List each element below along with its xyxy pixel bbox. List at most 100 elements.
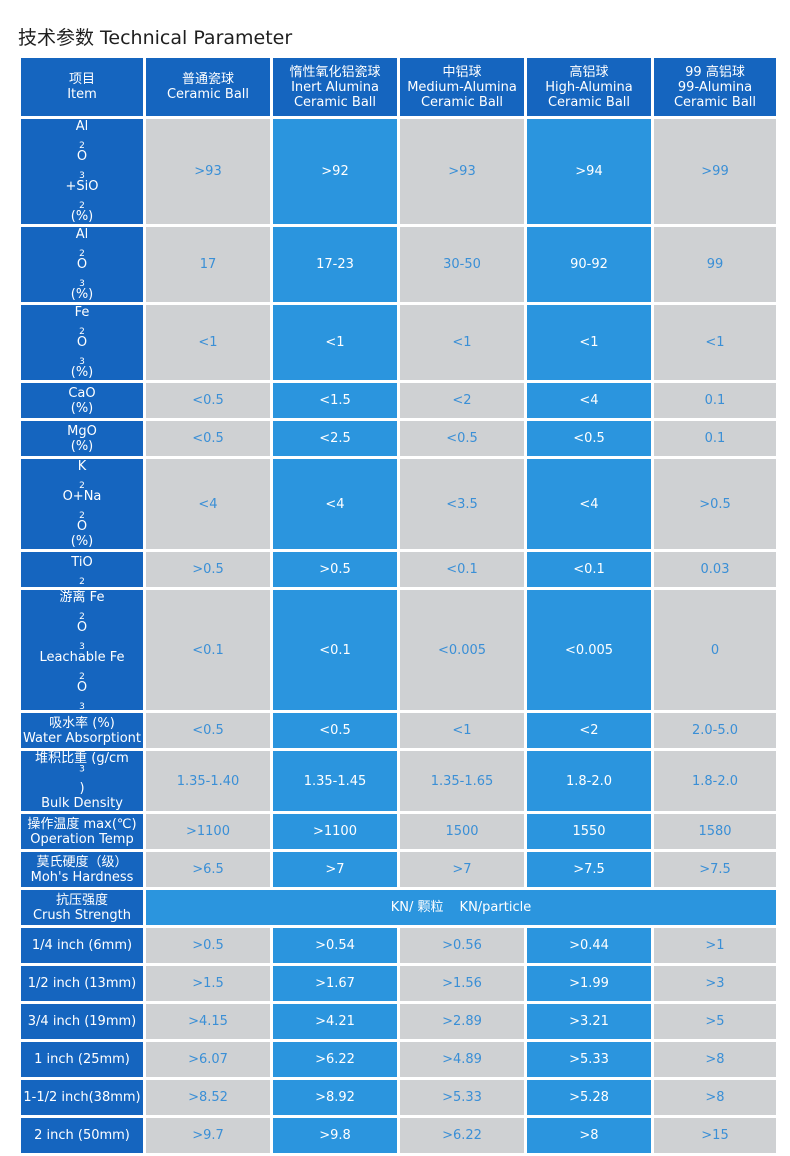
crush-value-cell-99-alumina: >3: [654, 966, 776, 1001]
value-cell-medium-alumina: <0.1: [400, 552, 524, 587]
crush-unit-cell: KN/ 颗粒 KN/particle: [146, 890, 776, 925]
row-label-size-38mm: 1-1/2 inch(38mm): [21, 1080, 143, 1115]
value-cell-99-alumina: 0.03: [654, 552, 776, 587]
value-cell-high-alumina: 1550: [527, 814, 651, 849]
value-cell-medium-alumina: >7: [400, 852, 524, 887]
value-cell-inert-alumina: >1100: [273, 814, 397, 849]
value-cell-medium-alumina: <1: [400, 713, 524, 748]
crush-value-cell-high-alumina: >5.28: [527, 1080, 651, 1115]
table-row: K 2 O+Na 2 O (%) <4 <4 <3.5 <4 >0.5: [21, 459, 776, 549]
value-cell-ceramic-ball: <0.5: [146, 421, 270, 456]
value-cell-99-alumina: >99: [654, 119, 776, 224]
value-cell-high-alumina: <0.1: [527, 552, 651, 587]
row-label-tio2: TiO 2: [21, 552, 143, 587]
table-row: CaO (%) <0.5 <1.5 <2 <4 0.1: [21, 383, 776, 418]
value-cell-99-alumina: 1580: [654, 814, 776, 849]
crush-value-cell-medium-alumina: >2.89: [400, 1004, 524, 1039]
value-cell-medium-alumina: 1500: [400, 814, 524, 849]
crush-value-cell-ceramic-ball: >9.7: [146, 1118, 270, 1153]
crush-unit-en: KN/particle: [459, 900, 532, 915]
value-cell-ceramic-ball: >93: [146, 119, 270, 224]
value-cell-medium-alumina: <2: [400, 383, 524, 418]
value-cell-ceramic-ball: <0.5: [146, 383, 270, 418]
value-cell-high-alumina: <0.5: [527, 421, 651, 456]
crush-value-cell-high-alumina: >5.33: [527, 1042, 651, 1077]
table-row: 堆积比重 (g/cm 3) Bulk Density 1.35-1.40 1.35-…: [21, 751, 776, 811]
value-cell-medium-alumina: <0.5: [400, 421, 524, 456]
row-label-crush-strength: 抗压强度 Crush Strength: [21, 890, 143, 925]
value-cell-99-alumina: 0.1: [654, 383, 776, 418]
row-label-water-absorption: 吸水率 (%) Water Absorptiont: [21, 713, 143, 748]
value-cell-ceramic-ball: >6.5: [146, 852, 270, 887]
value-cell-inert-alumina: 17-23: [273, 227, 397, 302]
value-cell-medium-alumina: 1.35-1.65: [400, 751, 524, 811]
value-cell-inert-alumina: <0.1: [273, 590, 397, 710]
value-cell-99-alumina: <1: [654, 305, 776, 380]
header-row: 项目 Item 普通瓷球 Ceramic Ball 惰性氧化铝瓷球 Inert Alu…: [21, 58, 776, 116]
crush-value-cell-inert-alumina: >8.92: [273, 1080, 397, 1115]
table-row: MgO (%) <0.5 <2.5 <0.5 <0.5 0.1: [21, 421, 776, 456]
row-label-size-13mm: 1/2 inch (13mm): [21, 966, 143, 1001]
row-label-al2o3-sio2: Al 2 O 3 +SiO 2 (%): [21, 119, 143, 224]
value-cell-inert-alumina: <2.5: [273, 421, 397, 456]
value-cell-high-alumina: 1.8-2.0: [527, 751, 651, 811]
value-cell-inert-alumina: >92: [273, 119, 397, 224]
row-label-operation-temp: 操作温度 max(℃) Operation Temp: [21, 814, 143, 849]
header-inert-alumina: 惰性氧化铝瓷球 Inert Alumina Ceramic Ball: [273, 58, 397, 116]
value-cell-ceramic-ball: 17: [146, 227, 270, 302]
crush-strength-row: 抗压强度 Crush Strength KN/ 颗粒 KN/particle: [21, 890, 776, 925]
value-cell-ceramic-ball: <4: [146, 459, 270, 549]
crush-value-cell-medium-alumina: >1.56: [400, 966, 524, 1001]
crush-value-cell-inert-alumina: >9.8: [273, 1118, 397, 1153]
crush-value-cell-99-alumina: >1: [654, 928, 776, 963]
crush-value-cell-ceramic-ball: >0.5: [146, 928, 270, 963]
row-label-fe2o3: Fe 2 O 3 (%): [21, 305, 143, 380]
value-cell-high-alumina: <1: [527, 305, 651, 380]
table-row: 1-1/2 inch(38mm) >8.52 >8.92 >5.33 >5.28 >8: [21, 1080, 776, 1115]
row-label-al2o3: Al 2 O 3 (%): [21, 227, 143, 302]
crush-value-cell-ceramic-ball: >6.07: [146, 1042, 270, 1077]
table-row: 1 inch (25mm) >6.07 >6.22 >4.89 >5.33 >8: [21, 1042, 776, 1077]
value-cell-ceramic-ball: >0.5: [146, 552, 270, 587]
value-cell-99-alumina: >0.5: [654, 459, 776, 549]
value-cell-high-alumina: >94: [527, 119, 651, 224]
value-cell-high-alumina: 90-92: [527, 227, 651, 302]
crush-value-cell-high-alumina: >8: [527, 1118, 651, 1153]
crush-value-cell-inert-alumina: >4.21: [273, 1004, 397, 1039]
value-cell-inert-alumina: <0.5: [273, 713, 397, 748]
row-label-size-6mm: 1/4 inch (6mm): [21, 928, 143, 963]
value-cell-99-alumina: 1.8-2.0: [654, 751, 776, 811]
crush-value-cell-medium-alumina: >4.89: [400, 1042, 524, 1077]
value-cell-inert-alumina: <4: [273, 459, 397, 549]
crush-value-cell-99-alumina: >5: [654, 1004, 776, 1039]
crush-value-cell-inert-alumina: >1.67: [273, 966, 397, 1001]
row-label-size-50mm: 2 inch (50mm): [21, 1118, 143, 1153]
table-row: Al 2 O 3 +SiO 2 (%) >93 >92 >93 >94 >99: [21, 119, 776, 224]
header-99-alumina: 99 高铝球 99-Alumina Ceramic Ball: [654, 58, 776, 116]
row-label-size-19mm: 3/4 inch (19mm): [21, 1004, 143, 1039]
crush-value-cell-medium-alumina: >6.22: [400, 1118, 524, 1153]
value-cell-ceramic-ball: <1: [146, 305, 270, 380]
row-label-mohs-hardness: 莫氏硬度（级） Moh's Hardness: [21, 852, 143, 887]
value-cell-high-alumina: <4: [527, 459, 651, 549]
crush-value-cell-99-alumina: >8: [654, 1080, 776, 1115]
value-cell-99-alumina: 0.1: [654, 421, 776, 456]
crush-value-cell-high-alumina: >0.44: [527, 928, 651, 963]
value-cell-inert-alumina: >7: [273, 852, 397, 887]
row-label-leachable-fe2o3: 游离 Fe 2 O 3 Leachable Fe 2 O 3: [21, 590, 143, 710]
header-medium-alumina: 中铝球 Medium-Alumina Ceramic Ball: [400, 58, 524, 116]
value-cell-inert-alumina: 1.35-1.45: [273, 751, 397, 811]
value-cell-medium-alumina: <1: [400, 305, 524, 380]
table-row: Al 2 O 3 (%) 17 17-23 30-50 90-92 99: [21, 227, 776, 302]
value-cell-inert-alumina: >0.5: [273, 552, 397, 587]
crush-value-cell-inert-alumina: >0.54: [273, 928, 397, 963]
value-cell-ceramic-ball: 1.35-1.40: [146, 751, 270, 811]
value-cell-99-alumina: >7.5: [654, 852, 776, 887]
value-cell-ceramic-ball: >1100: [146, 814, 270, 849]
value-cell-medium-alumina: <0.005: [400, 590, 524, 710]
value-cell-medium-alumina: 30-50: [400, 227, 524, 302]
crush-value-cell-inert-alumina: >6.22: [273, 1042, 397, 1077]
table-row: TiO 2 >0.5 >0.5 <0.1 <0.1 0.03: [21, 552, 776, 587]
table-row: Fe 2 O 3 (%) <1 <1 <1 <1 <1: [21, 305, 776, 380]
value-cell-high-alumina: >7.5: [527, 852, 651, 887]
